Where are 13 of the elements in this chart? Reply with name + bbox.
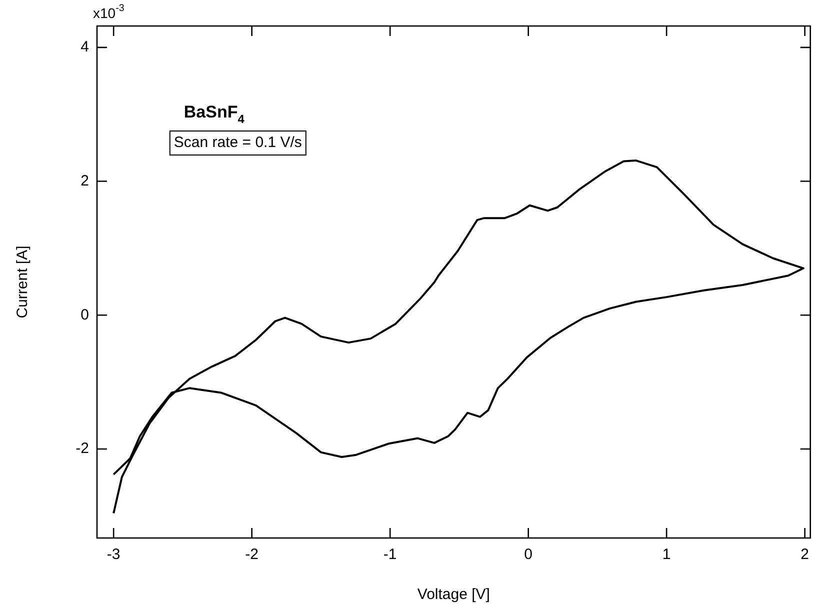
- x-tick-label: 0: [524, 546, 532, 564]
- y-tick-label: 0: [80, 306, 89, 324]
- x-tick-label: 1: [662, 546, 671, 564]
- y-tick-label: -2: [76, 440, 90, 458]
- x-tick-label: -2: [245, 546, 259, 564]
- y-tick-label: 2: [80, 172, 89, 190]
- x-tick-label: -1: [383, 546, 397, 564]
- annotation: Scan rate = 0.1 V/s: [174, 134, 302, 152]
- y-axis-title: Current [A]: [14, 246, 32, 318]
- y-tick-label: 4: [80, 38, 89, 56]
- x-tick-label: 2: [800, 546, 809, 564]
- x-tick-label: -3: [106, 546, 120, 564]
- x-axis-title: Voltage [V]: [417, 586, 490, 604]
